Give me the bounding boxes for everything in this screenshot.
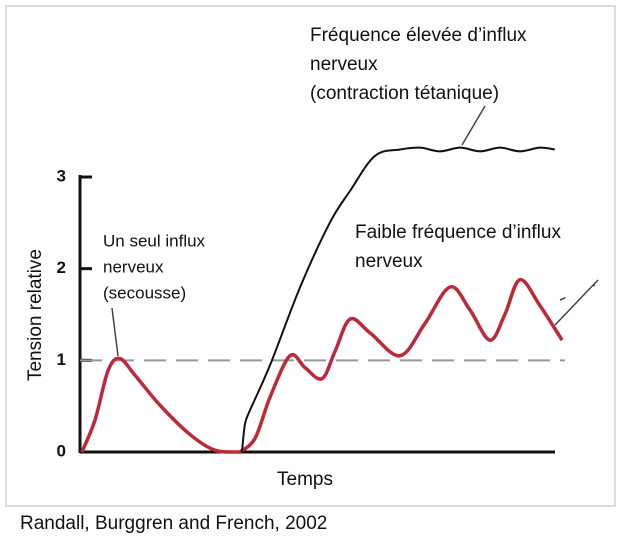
annotation: (contraction tétanique) bbox=[310, 83, 499, 104]
y-tick-label: 2 bbox=[57, 258, 66, 277]
leader-line bbox=[111, 307, 119, 357]
frame bbox=[5, 5, 616, 507]
source: Randall, Burggren and French, 2002 bbox=[20, 513, 327, 534]
annotation: (secousse) bbox=[103, 283, 186, 302]
leader-line bbox=[559, 284, 596, 301]
y-tick-label: 1 bbox=[57, 350, 66, 369]
annotation: Faible fréquence d’influx bbox=[355, 222, 561, 243]
annotation: nerveux bbox=[103, 257, 164, 276]
annotation: nerveux bbox=[310, 54, 378, 75]
y-tick-label: 3 bbox=[57, 166, 66, 185]
x-axis-label: Temps bbox=[277, 469, 333, 490]
y-axis-label: Tension relative bbox=[25, 249, 46, 381]
series-line bbox=[80, 356, 241, 454]
series-line bbox=[238, 277, 564, 454]
annotation: Fréquence élevée d’influx bbox=[310, 25, 527, 46]
y-tick-label: 0 bbox=[57, 441, 66, 460]
annotation: Un seul influx bbox=[103, 231, 206, 250]
leader-line bbox=[461, 105, 486, 146]
series-line bbox=[240, 146, 555, 453]
annotation: nerveux bbox=[355, 251, 423, 272]
leader-line bbox=[554, 279, 599, 326]
